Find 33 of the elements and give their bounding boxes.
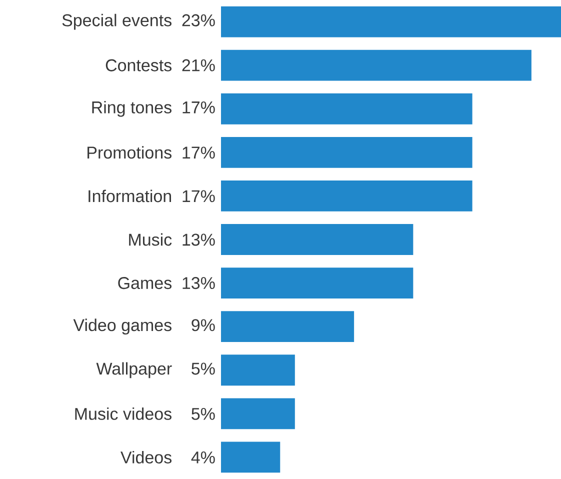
y-tick-label: Videos (120, 451, 172, 464)
bar (221, 180, 472, 212)
y-tick-label: Information (88, 190, 171, 202)
y-tick-label: Contests (106, 59, 172, 72)
y-tick-label: Special events (62, 14, 172, 30)
data-label: 5% (192, 408, 215, 420)
bar (221, 311, 354, 342)
y-tick-label: Video games (73, 318, 172, 335)
bar (221, 136, 472, 168)
data-label: 17% (182, 190, 215, 202)
y-tick-label: Music videos (75, 407, 172, 420)
y-tick-label: Wallpaper (96, 362, 172, 378)
data-label: 13% (182, 277, 215, 290)
y-tick-label: Music (129, 233, 172, 246)
bar (221, 442, 280, 473)
bar (221, 398, 295, 430)
bar (221, 354, 295, 386)
data-label: 5% (192, 362, 215, 375)
y-tick-label: Promotions (88, 146, 172, 159)
bar (221, 50, 532, 81)
data-label: 21% (182, 59, 215, 72)
bar (221, 268, 414, 299)
data-label: 13% (182, 234, 215, 246)
data-label: 17% (182, 101, 215, 114)
y-tick-label: Games (118, 277, 172, 290)
bar (221, 6, 561, 38)
y-tick-label: Ring tones (92, 100, 172, 117)
data-label: 17% (182, 146, 215, 159)
bar (221, 93, 472, 124)
bar (221, 224, 414, 255)
data-label: 23% (182, 14, 215, 26)
data-label: 4% (191, 452, 215, 464)
data-label: 9% (192, 319, 215, 332)
